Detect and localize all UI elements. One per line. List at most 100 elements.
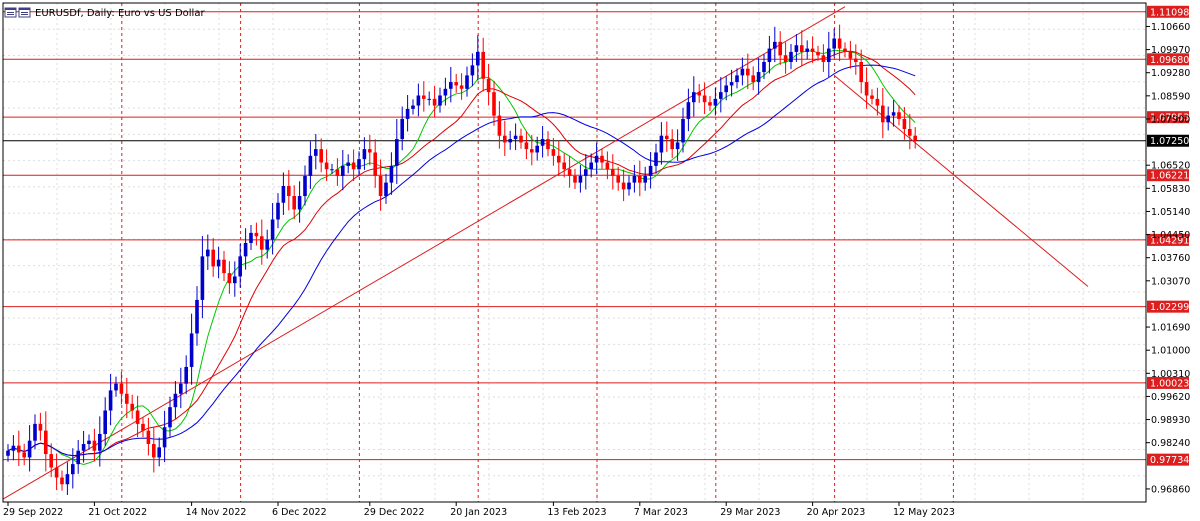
candle-body — [821, 55, 826, 62]
candle — [486, 63, 491, 106]
candle-body — [465, 75, 469, 89]
candle — [719, 77, 723, 113]
candle — [578, 164, 583, 193]
candle — [654, 143, 658, 174]
candle — [265, 229, 269, 259]
chart-menu-icon[interactable] — [4, 7, 31, 18]
time-tick-label: 29 Mar 2023 — [720, 507, 780, 518]
candle — [551, 138, 556, 166]
candle-body — [373, 152, 377, 176]
candle — [459, 73, 464, 100]
candle-body — [33, 423, 37, 441]
candle — [508, 130, 512, 150]
candle-body — [686, 102, 691, 119]
candle-body — [270, 219, 275, 240]
price-tick-label: 1.09280 — [1151, 68, 1190, 79]
price-tick-label: 1.01690 — [1151, 323, 1190, 334]
candle — [38, 412, 43, 441]
candle — [362, 137, 367, 170]
candle-body — [837, 38, 842, 49]
candle-body — [746, 68, 750, 76]
candle — [751, 66, 755, 91]
candle — [589, 153, 593, 178]
candle — [724, 76, 728, 101]
price-tick-label: 1.01000 — [1151, 346, 1190, 357]
trendline[interactable] — [833, 75, 1089, 287]
candle-body — [103, 410, 107, 434]
candle-body — [519, 135, 523, 143]
candle-body — [805, 48, 809, 52]
candle — [708, 95, 712, 112]
candle-body — [384, 182, 388, 197]
candle-body — [497, 115, 502, 136]
candle — [875, 87, 880, 116]
candle-body — [65, 474, 70, 485]
candle-body — [702, 95, 707, 103]
price-tick-label: 1.10660 — [1151, 22, 1190, 33]
ma-mid-line — [7, 50, 916, 457]
price-tick-label: 1.06520 — [1151, 161, 1190, 172]
candle-body — [249, 232, 253, 243]
candle — [395, 118, 399, 184]
candle — [557, 140, 561, 177]
candle-body — [848, 51, 853, 59]
candle-body — [162, 427, 167, 448]
candle-body — [454, 82, 458, 86]
candle-body — [44, 430, 48, 455]
candle-body — [152, 444, 156, 458]
candle-body — [891, 112, 896, 116]
time-tick-label: 13 Feb 2023 — [547, 507, 606, 518]
candle — [427, 91, 431, 106]
candle-body — [227, 273, 232, 284]
candle-body — [222, 259, 226, 274]
candle-body — [513, 135, 518, 140]
price-tick-label: 1.03760 — [1151, 253, 1190, 264]
level-price-tag — [1147, 233, 1189, 246]
candle — [319, 138, 323, 173]
price-axis[interactable]: 1.11098 1.09680 1.07953 1.06221 1.04291 1.022… — [1146, 5, 1190, 496]
candle — [616, 166, 620, 191]
candle — [108, 373, 113, 426]
candle-body — [27, 440, 32, 458]
candle-body — [800, 45, 804, 52]
candle-body — [659, 135, 664, 153]
time-tick-label: 12 May 2023 — [893, 507, 955, 518]
candle-body — [303, 175, 307, 197]
candle-body — [200, 256, 205, 300]
candle — [859, 49, 863, 94]
candle — [33, 414, 37, 450]
candle — [308, 141, 313, 189]
candle — [438, 87, 442, 113]
time-tick-label: 6 Dec 2022 — [272, 507, 327, 518]
candle-body — [854, 58, 858, 62]
candle — [378, 159, 383, 211]
price-tick-label: 1.05140 — [1151, 207, 1190, 218]
candle — [211, 238, 215, 277]
candle-body — [6, 450, 10, 456]
candle-body — [427, 98, 431, 100]
candle — [11, 435, 16, 461]
candle — [389, 152, 394, 195]
candle-body — [173, 393, 178, 408]
candle — [125, 377, 129, 419]
trendline[interactable] — [2, 6, 846, 500]
price-tick-label: 0.98240 — [1151, 438, 1190, 449]
candle — [281, 172, 286, 215]
candle — [222, 250, 226, 281]
candle — [762, 54, 766, 80]
candle-body — [794, 45, 799, 52]
candle-body — [503, 135, 507, 143]
candle — [249, 225, 253, 251]
candle-body — [697, 92, 701, 96]
time-axis[interactable]: 29 Sep 2022 21 Oct 2022 14 Nov 2022 6 Dec 2… — [3, 502, 955, 518]
candle-body — [724, 85, 728, 93]
candle — [432, 85, 437, 118]
price-tick-label: 1.07900 — [1151, 114, 1190, 125]
candle-body — [314, 149, 318, 156]
candle — [902, 107, 907, 140]
candle — [173, 381, 178, 419]
candle-body — [773, 41, 777, 49]
candle — [287, 170, 291, 211]
